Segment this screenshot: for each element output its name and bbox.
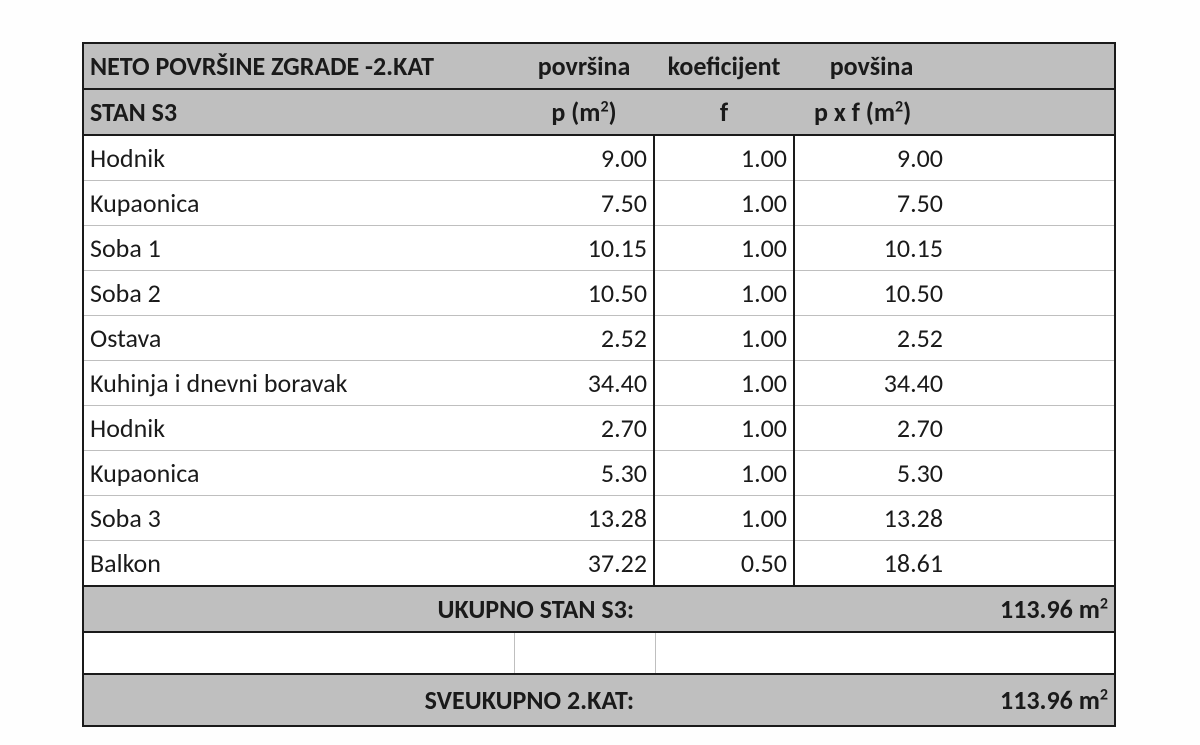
- cell-p: 10.15: [514, 226, 654, 271]
- header-tail: [949, 44, 1114, 89]
- cell-f: 1.00: [654, 271, 794, 316]
- cell-tail: [949, 226, 1114, 271]
- table-row: Soba 313.281.0013.28: [84, 496, 1114, 541]
- cell-f: 1.00: [654, 181, 794, 226]
- cell-pxf: 10.15: [794, 226, 949, 271]
- cell-pxf: 2.70: [794, 406, 949, 451]
- summary-apartment-value: 113.96 m2: [794, 586, 1114, 632]
- cell-pxf: 7.50: [794, 181, 949, 226]
- cell-f: 1.00: [654, 316, 794, 361]
- super-header-f: koeficijent: [654, 44, 794, 89]
- table-row: Soba 210.501.0010.50: [84, 271, 1114, 316]
- cell-f: 1.00: [654, 406, 794, 451]
- table-title: NETO POVRŠINE ZGRADE -2.KAT: [84, 44, 514, 89]
- cell-p: 9.00: [514, 135, 654, 181]
- table-subtitle: STAN S3: [84, 89, 514, 135]
- cell-f: 1.00: [654, 451, 794, 496]
- col-header-p: p (m2): [514, 89, 654, 135]
- super-header-pxf: povšina: [794, 44, 949, 89]
- cell-tail: [949, 271, 1114, 316]
- cell-f: 1.00: [654, 361, 794, 406]
- cell-p: 5.30: [514, 451, 654, 496]
- room-label: Soba 2: [84, 271, 514, 316]
- cell-pxf: 34.40: [794, 361, 949, 406]
- col-header-f: f: [654, 89, 794, 135]
- cell-f: 1.00: [654, 135, 794, 181]
- area-table-container: NETO POVRŠINE ZGRADE -2.KATpovršinakoefi…: [82, 42, 1116, 727]
- room-label: Hodnik: [84, 135, 514, 181]
- table-row: Kupaonica5.301.005.30: [84, 451, 1114, 496]
- cell-tail: [949, 451, 1114, 496]
- summary-apartment-row: UKUPNO STAN S3: 113.96 m2: [84, 586, 1114, 632]
- cell-f: 1.00: [654, 496, 794, 541]
- table-row: Soba 110.151.0010.15: [84, 226, 1114, 271]
- header-row-1: NETO POVRŠINE ZGRADE -2.KATpovršinakoefi…: [84, 44, 1114, 89]
- summary-floor-value: 113.96 m2: [794, 674, 1114, 725]
- header-row-2: STAN S3p (m2)fp x f (m2): [84, 89, 1114, 135]
- cell-pxf: 9.00: [794, 135, 949, 181]
- cell-tail: [949, 496, 1114, 541]
- room-label: Balkon: [84, 541, 514, 587]
- table-row: Kuhinja i dnevni boravak34.401.0034.40: [84, 361, 1114, 406]
- summary-floor-label: SVEUKUPNO 2.KAT:: [84, 674, 654, 725]
- cell-pxf: 13.28: [794, 496, 949, 541]
- spacer-row: [84, 632, 1114, 674]
- cell-p: 34.40: [514, 361, 654, 406]
- table-row: Kupaonica7.501.007.50: [84, 181, 1114, 226]
- room-label: Soba 1: [84, 226, 514, 271]
- cell-tail: [949, 361, 1114, 406]
- cell-p: 7.50: [514, 181, 654, 226]
- room-label: Kupaonica: [84, 451, 514, 496]
- cell-pxf: 18.61: [794, 541, 949, 587]
- room-label: Ostava: [84, 316, 514, 361]
- cell-pxf: 10.50: [794, 271, 949, 316]
- room-label: Kuhinja i dnevni boravak: [84, 361, 514, 406]
- col-header-pxf: p x f (m2): [794, 89, 1114, 135]
- area-table: NETO POVRŠINE ZGRADE -2.KATpovršinakoefi…: [84, 44, 1114, 725]
- room-label: Kupaonica: [84, 181, 514, 226]
- table-row: Ostava2.521.002.52: [84, 316, 1114, 361]
- table-row: Hodnik2.701.002.70: [84, 406, 1114, 451]
- cell-pxf: 5.30: [794, 451, 949, 496]
- cell-tail: [949, 181, 1114, 226]
- table-row: Hodnik9.001.009.00: [84, 135, 1114, 181]
- cell-p: 2.70: [514, 406, 654, 451]
- cell-p: 10.50: [514, 271, 654, 316]
- cell-p: 37.22: [514, 541, 654, 587]
- cell-tail: [949, 135, 1114, 181]
- cell-p: 13.28: [514, 496, 654, 541]
- cell-p: 2.52: [514, 316, 654, 361]
- table-row: Balkon37.220.5018.61: [84, 541, 1114, 587]
- cell-pxf: 2.52: [794, 316, 949, 361]
- room-label: Hodnik: [84, 406, 514, 451]
- super-header-p: površina: [514, 44, 654, 89]
- cell-tail: [949, 316, 1114, 361]
- summary-apartment-label: UKUPNO STAN S3:: [84, 586, 654, 632]
- cell-tail: [949, 406, 1114, 451]
- cell-f: 0.50: [654, 541, 794, 587]
- cell-tail: [949, 541, 1114, 587]
- cell-f: 1.00: [654, 226, 794, 271]
- room-label: Soba 3: [84, 496, 514, 541]
- summary-floor-row: SVEUKUPNO 2.KAT: 113.96 m2: [84, 674, 1114, 725]
